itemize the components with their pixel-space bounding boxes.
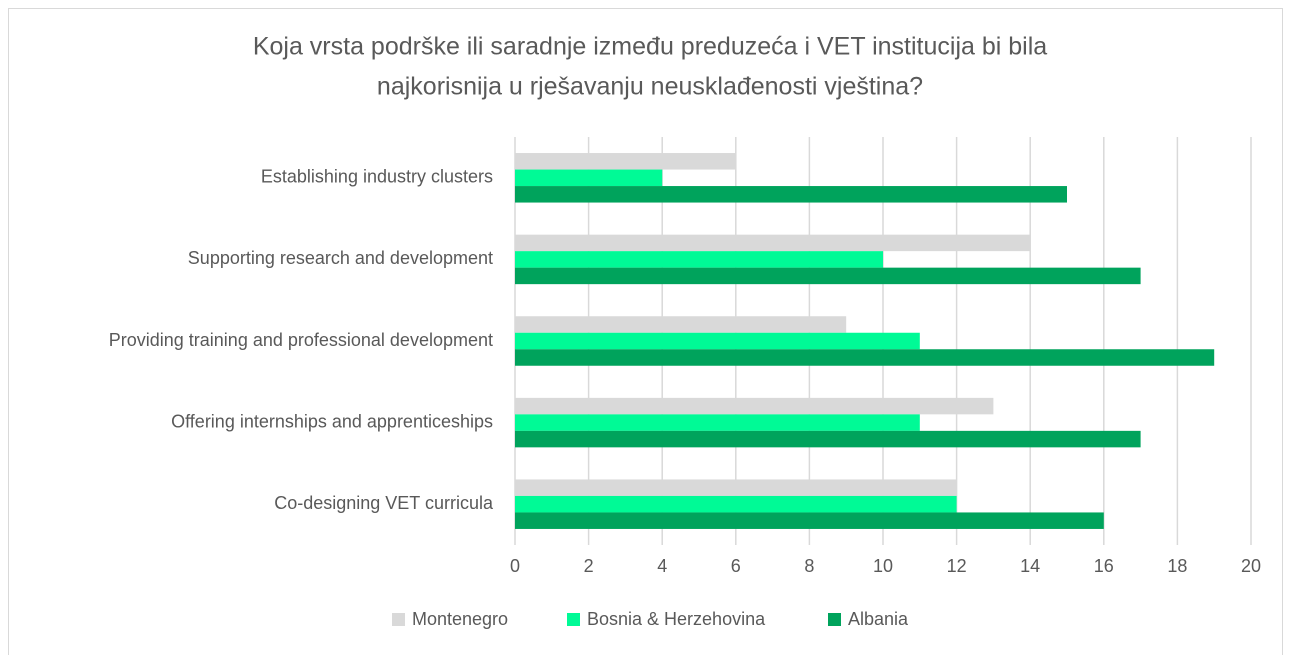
x-tick-label: 0 [510,556,520,576]
x-tick-label: 16 [1094,556,1114,576]
legend-swatch [828,613,841,626]
x-tick-label: 2 [584,556,594,576]
bar [515,316,847,333]
bar [515,332,920,350]
y-tick-label: Offering internships and apprenticeships [171,411,493,431]
chart-border [8,8,1283,655]
x-tick-label: 10 [873,556,893,576]
y-tick-label: Supporting research and development [188,248,493,268]
x-tick-label: 8 [804,556,814,576]
legend-label: Montenegro [412,609,508,629]
y-tick-label: Providing training and professional deve… [109,330,493,350]
y-tick-label: Co-designing VET curricula [274,493,494,513]
bar [515,186,1067,203]
x-tick-label: 12 [947,556,967,576]
chart-title: najkorisnija u rješavanju neusklađenosti… [377,73,923,101]
x-tick-label: 14 [1020,556,1040,576]
x-tick-label: 4 [657,556,667,576]
bar [515,169,663,187]
legend-label: Albania [848,609,909,629]
y-tick-label: Establishing industry clusters [261,167,493,187]
bar [515,153,736,170]
bar [515,512,1104,529]
bar [515,267,1141,285]
x-tick-label: 18 [1167,556,1187,576]
bar [515,495,957,513]
bar [515,349,1215,366]
bar [515,479,957,496]
legend-swatch [392,613,405,626]
legend-swatch [567,613,580,626]
bar [515,234,1031,252]
x-tick-label: 6 [731,556,741,576]
bar [515,251,883,268]
legend-label: Bosnia & Herzehovina [587,609,766,629]
chart-title: Koja vrsta podrške ili saradnje između p… [253,33,1047,61]
bar [515,397,994,415]
x-tick-label: 20 [1241,556,1261,576]
bar [515,414,920,431]
bar [515,430,1141,448]
